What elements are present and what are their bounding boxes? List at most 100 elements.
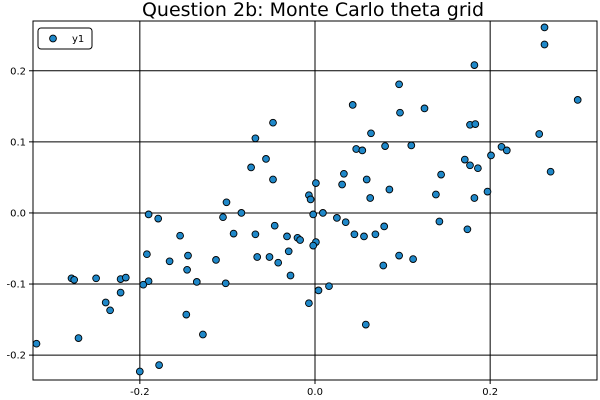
data-point	[253, 253, 262, 261]
data-point	[274, 258, 283, 267]
data-point	[219, 213, 227, 222]
data-point	[154, 214, 163, 223]
data-point	[362, 175, 371, 184]
data-point	[32, 339, 41, 348]
data-point	[70, 275, 79, 284]
data-point	[262, 155, 270, 163]
data-point	[470, 61, 479, 69]
data-point	[333, 214, 341, 222]
data-point	[432, 190, 440, 199]
data-point	[269, 175, 277, 184]
data-point	[247, 163, 255, 172]
y-tick-label: -0.1	[6, 280, 26, 291]
data-point	[497, 142, 506, 151]
data-point	[366, 194, 375, 202]
data-point	[395, 251, 403, 260]
data-point	[74, 334, 83, 342]
data-point	[573, 96, 582, 104]
data-point	[367, 129, 375, 138]
data-point	[502, 146, 511, 155]
data-point	[176, 231, 184, 240]
data-point	[184, 251, 192, 260]
y-tick-label: -0.2	[6, 351, 26, 362]
data-point	[350, 230, 359, 239]
legend: y1	[37, 27, 93, 50]
data-point	[283, 232, 291, 241]
data-point	[437, 170, 445, 179]
grid-lines	[33, 21, 597, 380]
data-point	[407, 141, 416, 150]
y-tick-label: 0.0	[10, 208, 26, 219]
data-point	[435, 217, 444, 226]
data-point	[360, 232, 368, 241]
data-point	[286, 271, 295, 280]
data-point	[270, 221, 279, 230]
data-point	[92, 274, 100, 283]
data-point	[222, 198, 231, 207]
data-point	[229, 229, 238, 238]
chart-title: Question 2b: Monte Carlo theta grid	[142, 0, 484, 21]
y-tick-label: 0.2	[10, 66, 26, 77]
data-point	[409, 255, 417, 263]
data-point	[395, 80, 403, 89]
data-point	[306, 195, 315, 204]
data-point	[192, 278, 201, 286]
data-point	[385, 185, 394, 194]
data-point	[460, 155, 469, 164]
data-point	[371, 230, 380, 239]
data-point	[116, 288, 125, 297]
data-point	[212, 256, 220, 264]
data-point	[319, 209, 327, 217]
data-point	[396, 108, 404, 117]
data-point	[165, 257, 174, 266]
data-point	[139, 280, 148, 289]
data-point	[221, 279, 230, 288]
data-point	[471, 120, 480, 128]
data-point	[358, 146, 367, 155]
legend-marker	[49, 34, 57, 43]
data-point	[483, 187, 492, 196]
x-tick-label: 0.0	[307, 387, 323, 398]
data-point	[183, 265, 191, 274]
data-point	[314, 286, 323, 295]
data-point	[296, 236, 304, 244]
data-point	[341, 218, 350, 227]
data-point	[143, 250, 151, 259]
data-point	[284, 247, 293, 256]
data-point	[540, 23, 549, 32]
data-point	[487, 151, 495, 160]
data-point	[379, 261, 388, 270]
data-point	[101, 298, 110, 307]
x-tick-label: 0.2	[482, 387, 498, 398]
data-point	[305, 299, 313, 308]
data-point	[265, 253, 274, 261]
data-point	[348, 101, 357, 109]
data-point	[251, 230, 260, 239]
data-point	[420, 104, 429, 113]
data-point	[380, 222, 389, 231]
data-point	[106, 306, 114, 315]
data-point	[470, 194, 479, 202]
data-point	[312, 179, 320, 187]
data-point	[338, 180, 346, 189]
legend-label: y1	[72, 34, 84, 45]
data-point	[546, 167, 555, 176]
data-point	[309, 210, 318, 219]
data-point	[237, 209, 246, 217]
x-tick-label: -0.2	[130, 387, 150, 398]
legend-box	[37, 27, 93, 50]
data-point	[325, 282, 333, 291]
data-point	[340, 169, 348, 178]
data-point	[251, 134, 260, 143]
data-point	[540, 40, 549, 49]
y-tick-label: 0.1	[10, 137, 26, 148]
data-point	[144, 277, 153, 286]
data-point	[135, 367, 144, 376]
data-point	[474, 164, 482, 173]
data-point	[199, 330, 207, 339]
data-point	[535, 130, 544, 138]
axis-ticks: -0.2 0.0 0.2 -0.2 -0.1 0.0 0.1 0.2	[6, 66, 498, 398]
data-point	[144, 210, 153, 219]
data-point	[309, 241, 318, 250]
